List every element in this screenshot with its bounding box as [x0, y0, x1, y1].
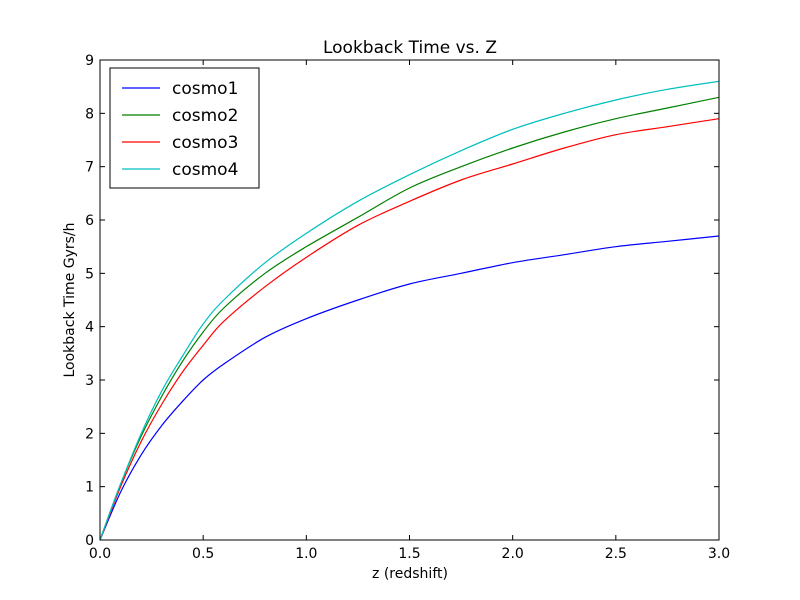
legend: cosmo1 cosmo2 cosmo3 cosmo4 — [109, 67, 260, 189]
y-tick-label: 3 — [85, 373, 94, 389]
x-tick-label: 2.5 — [605, 546, 627, 562]
y-tick-label: 6 — [85, 213, 94, 229]
y-tick-label: 0 — [85, 533, 94, 549]
y-tick-label: 1 — [85, 480, 94, 496]
legend-label: cosmo4 — [172, 160, 238, 180]
ticks-layer: 0.0 0.5 1.0 1.5 2.0 2.5 3.0 0 1 2 3 4 5 6 7 8 9 — [85, 53, 730, 562]
plot-frame — [99, 59, 720, 541]
series-layer — [99, 80, 720, 541]
x-tick-label: 1.0 — [295, 546, 317, 562]
y-axis-label: Lookback Time Gyrs/h — [62, 223, 78, 378]
x-axis-label: z (redshift) — [372, 566, 448, 582]
series-line-cosmo3 — [99, 118, 720, 541]
legend-label: cosmo1 — [172, 79, 238, 99]
y-tick-label: 8 — [85, 106, 94, 122]
legend-label: cosmo3 — [172, 133, 238, 153]
series-line-cosmo2 — [99, 96, 720, 541]
y-tick-label: 9 — [85, 53, 94, 69]
x-tick-label: 2.0 — [502, 546, 524, 562]
y-tick-label: 7 — [85, 160, 94, 176]
y-tick-label: 5 — [85, 266, 94, 282]
legend-label: cosmo2 — [172, 106, 238, 126]
x-tick-label: 0.5 — [192, 546, 214, 562]
x-tick-label: 1.5 — [398, 546, 420, 562]
x-tick-label: 3.0 — [708, 546, 730, 562]
series-line-cosmo4 — [99, 80, 720, 541]
chart-title: Lookback Time vs. Z — [323, 38, 497, 58]
series-line-cosmo1 — [99, 235, 720, 541]
y-tick-label: 4 — [85, 320, 94, 336]
x-tick-label: 0.0 — [89, 546, 111, 562]
y-tick-label: 2 — [85, 426, 94, 442]
